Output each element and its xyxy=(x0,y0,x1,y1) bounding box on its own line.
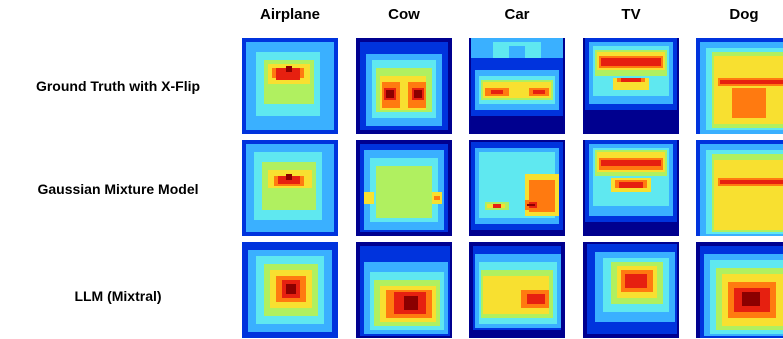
heatmap-svg xyxy=(583,140,679,236)
heatmap-airplane-row-1 xyxy=(242,140,338,236)
heatmap-block-5 xyxy=(276,68,300,80)
heatmap-svg xyxy=(356,242,452,338)
heatmap-car-row-2 xyxy=(469,242,565,338)
heatmap-block-6 xyxy=(286,66,292,72)
heatmap-airplane-row-0 xyxy=(242,38,338,134)
heatmap-car-row-0 xyxy=(469,38,565,134)
heatmap-svg xyxy=(696,242,783,338)
heatmap-svg xyxy=(583,242,679,338)
heatmap-svg xyxy=(469,38,565,134)
heatmap-block-9 xyxy=(621,78,641,82)
heatmap-svg xyxy=(696,38,783,134)
heatmap-tv-row-1 xyxy=(583,140,679,236)
heatmap-svg xyxy=(469,140,565,236)
heatmap-block-6 xyxy=(286,174,292,180)
column-label-airplane: Airplane xyxy=(259,6,320,23)
heatmap-block-6 xyxy=(601,58,661,66)
heatmap-block-4 xyxy=(380,174,426,214)
heatmap-block-7 xyxy=(404,296,418,310)
row-label-2: LLM (Mixtral) xyxy=(74,288,162,304)
row-label-0: Ground Truth with X-Flip xyxy=(35,78,201,94)
column-label-dog: Dog xyxy=(729,6,759,23)
heatmap-svg xyxy=(242,140,338,236)
heatmap-block-3 xyxy=(714,160,783,230)
heatmap-svg xyxy=(696,140,783,236)
heatmap-block-11 xyxy=(533,90,545,94)
heatmap-block-10 xyxy=(527,204,535,206)
heatmap-dog-row-1 xyxy=(696,140,783,236)
heatmap-tv-row-2 xyxy=(583,242,679,338)
heatmap-dog-row-2 xyxy=(696,242,783,338)
heatmap-block-5 xyxy=(720,80,783,84)
heatmap-svg xyxy=(242,38,338,134)
heatmap-block-9 xyxy=(386,90,394,98)
heatmap-tv-row-0 xyxy=(583,38,679,134)
heatmap-svg xyxy=(469,242,565,338)
heatmap-block-6 xyxy=(625,274,647,288)
heatmap-block-5 xyxy=(364,192,374,204)
heatmap-cow-row-0 xyxy=(356,38,452,134)
heatmap-block-7 xyxy=(493,204,501,208)
heatmap-block-6 xyxy=(286,284,296,294)
heatmap-svg xyxy=(583,38,679,134)
heatmap-car-row-1 xyxy=(469,140,565,236)
heatmap-block-5 xyxy=(720,180,783,184)
heatmap-block-6 xyxy=(601,160,661,166)
column-label-cow: Cow xyxy=(388,6,420,23)
heatmap-cow-row-2 xyxy=(356,242,452,338)
column-label-tv: TV xyxy=(621,6,641,23)
heatmap-block-7 xyxy=(732,88,766,118)
column-label-car: Car xyxy=(504,6,530,23)
heatmap-cow-row-1 xyxy=(356,140,452,236)
heatmap-block-7 xyxy=(527,294,545,304)
heatmap-block-10 xyxy=(491,90,503,94)
heatmap-svg xyxy=(356,38,452,134)
heatmap-airplane-row-2 xyxy=(242,242,338,338)
heatmap-block-7 xyxy=(742,292,760,306)
heatmap-svg xyxy=(356,140,452,236)
row-label-1: Gaussian Mixture Model xyxy=(37,181,199,197)
heatmap-dog-row-0 xyxy=(696,38,783,134)
heatmap-svg xyxy=(242,242,338,338)
heatmap-block-10 xyxy=(414,90,422,98)
heatmap-block-7 xyxy=(434,196,440,200)
heatmap-block-9 xyxy=(619,182,643,188)
